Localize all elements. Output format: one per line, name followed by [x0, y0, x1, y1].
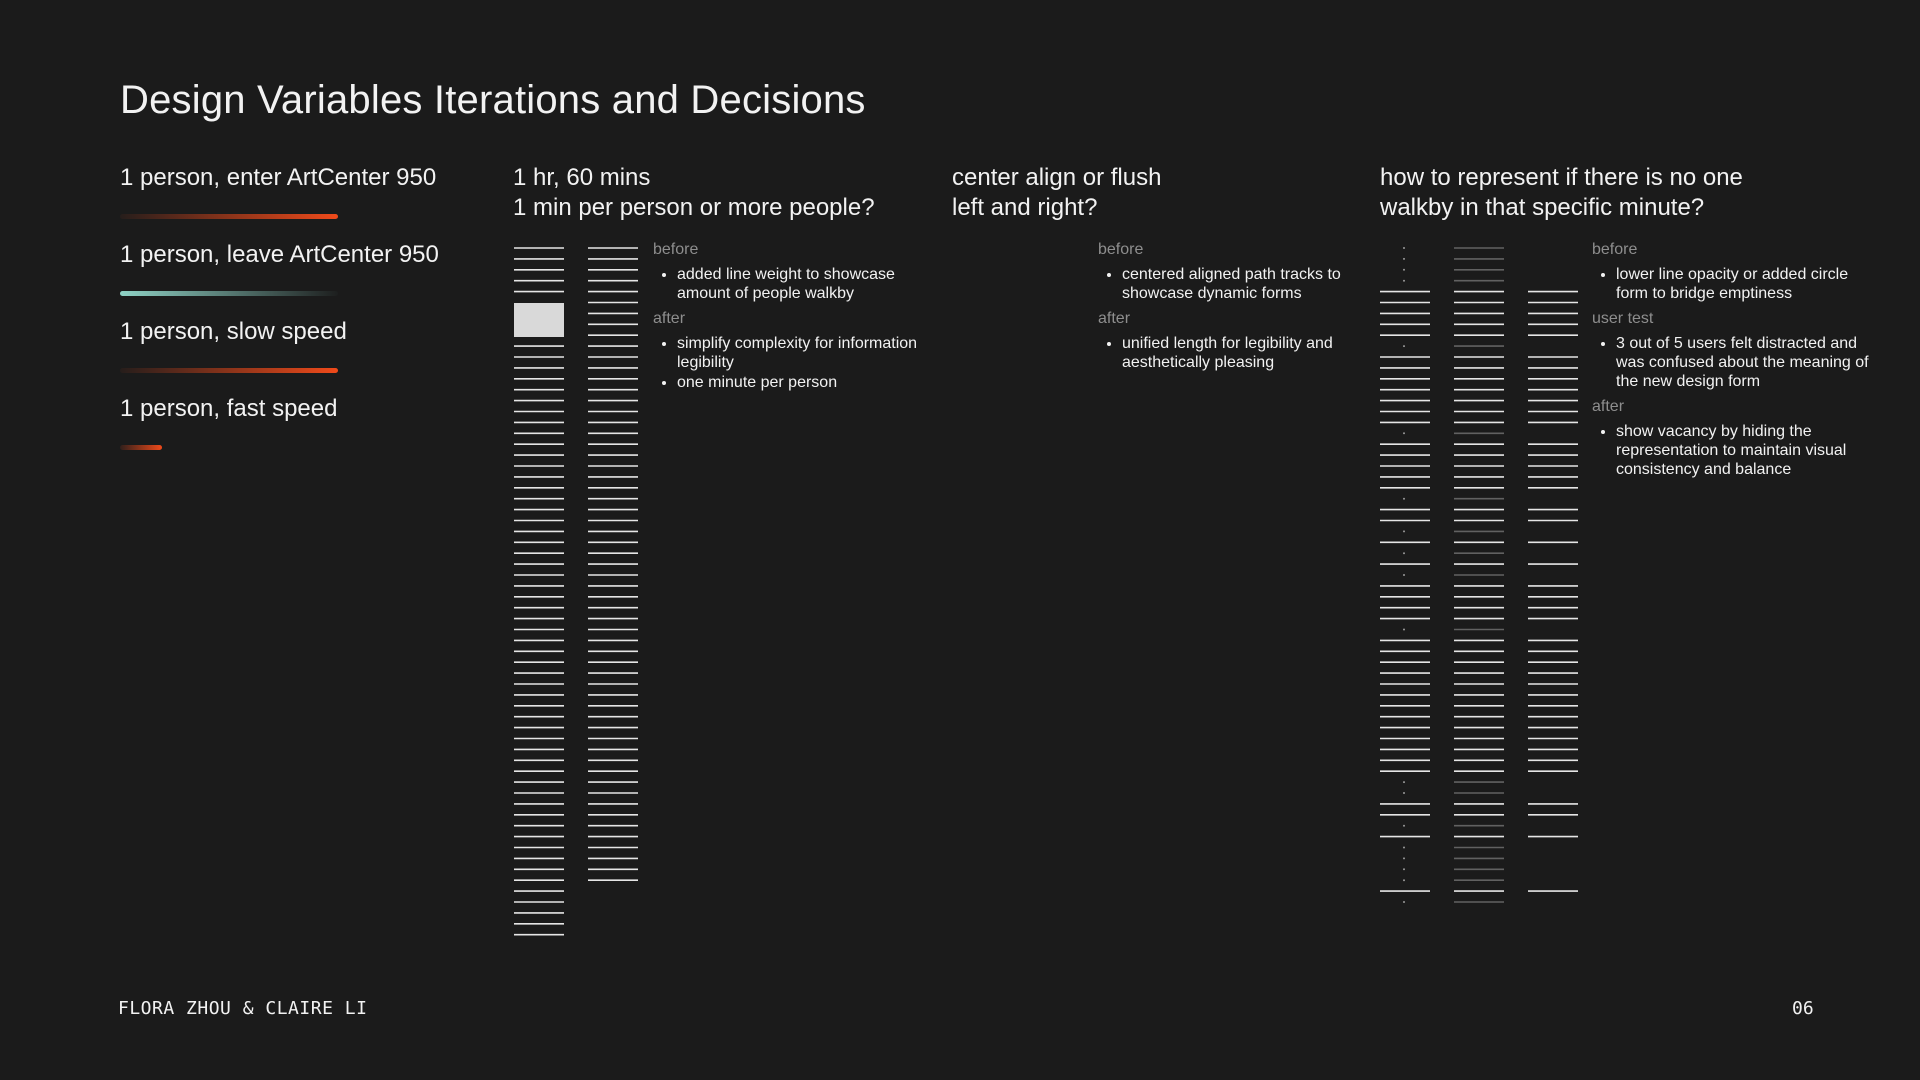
page-title: Design Variables Iterations and Decision… [120, 78, 866, 122]
note-label-user-test: user test [1592, 310, 1654, 327]
note-item: show vacancy by hiding the representatio… [1616, 422, 1882, 479]
viz-vacancy-dot [1403, 279, 1405, 282]
note-label-before: before [1098, 241, 1144, 258]
legend-enter-swatch [120, 214, 338, 219]
viz-block [514, 303, 564, 337]
viz-vacancy-dot [1403, 432, 1405, 435]
note-label-after: after [1592, 398, 1625, 415]
footer-authors: FLORA ZHOU & CLAIRE LI [118, 998, 368, 1019]
note-label-before: before [653, 241, 699, 258]
note-item: added line weight to showcase amount of … [677, 265, 923, 303]
viz-aligned-path-tracks [950, 247, 1082, 903]
column-3-heading-line-1: how to represent if there is no one [1380, 164, 1743, 191]
note-label-after: after [1098, 310, 1131, 327]
column-2-notes: before centered aligned path tracks to s… [1098, 240, 1358, 378]
note-item: unified length for legibility and aesthe… [1122, 334, 1358, 372]
viz-vacancy-dot [1403, 857, 1405, 860]
column-1-heading-line-1: 1 hr, 60 mins [513, 164, 651, 191]
legend-fast: 1 person, fast speed [120, 395, 337, 450]
viz-vacancy-dot [1403, 574, 1405, 576]
column-3-notes: before lower line opacity or added circl… [1592, 240, 1882, 485]
viz-vacancy-dot [1403, 781, 1405, 784]
viz-vacancy-dot [1403, 879, 1405, 882]
viz-vacancy-dot [1403, 628, 1405, 631]
note-label-after: after [653, 310, 686, 327]
legend-leave: 1 person, leave ArtCenter 950 [120, 241, 439, 296]
viz-vacancy-dot [1403, 530, 1405, 533]
legend-fast-swatch [120, 445, 162, 450]
viz-vacancy-representation [1380, 247, 1578, 903]
viz-vacancy-dot [1403, 268, 1405, 271]
note-item: simplify complexity for information legi… [677, 334, 923, 372]
note-item: lower line opacity or added circle form … [1616, 265, 1882, 303]
note-item: 3 out of 5 users felt distracted and was… [1616, 334, 1882, 391]
column-3-heading-line-2: walkby in that specific minute? [1380, 194, 1705, 221]
viz-vacancy-dot [1403, 497, 1405, 500]
legend-slow: 1 person, slow speed [120, 318, 347, 373]
column-1-heading: 1 hr, 60 mins 1 min per person or more p… [513, 163, 875, 223]
viz-vacancy-dot [1403, 247, 1405, 249]
legend-enter-label: 1 person, enter ArtCenter 950 [120, 164, 437, 191]
viz-vacancy-dot [1403, 257, 1405, 260]
column-2-heading: center align or flush left and right? [952, 163, 1161, 223]
viz-vacancy-dot [1403, 824, 1405, 827]
legend-slow-label: 1 person, slow speed [120, 318, 347, 345]
viz-vacancy-dot [1403, 846, 1405, 849]
column-1-notes: before added line weight to showcase amo… [653, 240, 923, 398]
column-2-heading-line-2: left and right? [952, 194, 1098, 221]
viz-vacancy-dot [1403, 792, 1405, 794]
note-item: one minute per person [677, 373, 923, 392]
viz-vacancy-dot [1403, 345, 1405, 348]
viz-one-minute-lines [514, 247, 638, 936]
column-1-heading-line-2: 1 min per person or more people? [513, 194, 875, 221]
viz-vacancy-dot [1403, 552, 1405, 555]
legend-leave-label: 1 person, leave ArtCenter 950 [120, 241, 439, 268]
legend-slow-swatch [120, 368, 338, 373]
column-3-heading: how to represent if there is no one walk… [1380, 163, 1743, 223]
column-2-heading-line-1: center align or flush [952, 164, 1162, 191]
viz-vacancy-dot [1403, 868, 1405, 871]
viz-vacancy-dot [1403, 901, 1405, 903]
note-label-before: before [1592, 241, 1638, 258]
legend-leave-swatch [120, 291, 338, 296]
legend-fast-label: 1 person, fast speed [120, 395, 338, 422]
page-number: 06 [1792, 998, 1814, 1019]
legend-enter: 1 person, enter ArtCenter 950 [120, 164, 436, 219]
note-item: centered aligned path tracks to showcase… [1122, 265, 1358, 303]
